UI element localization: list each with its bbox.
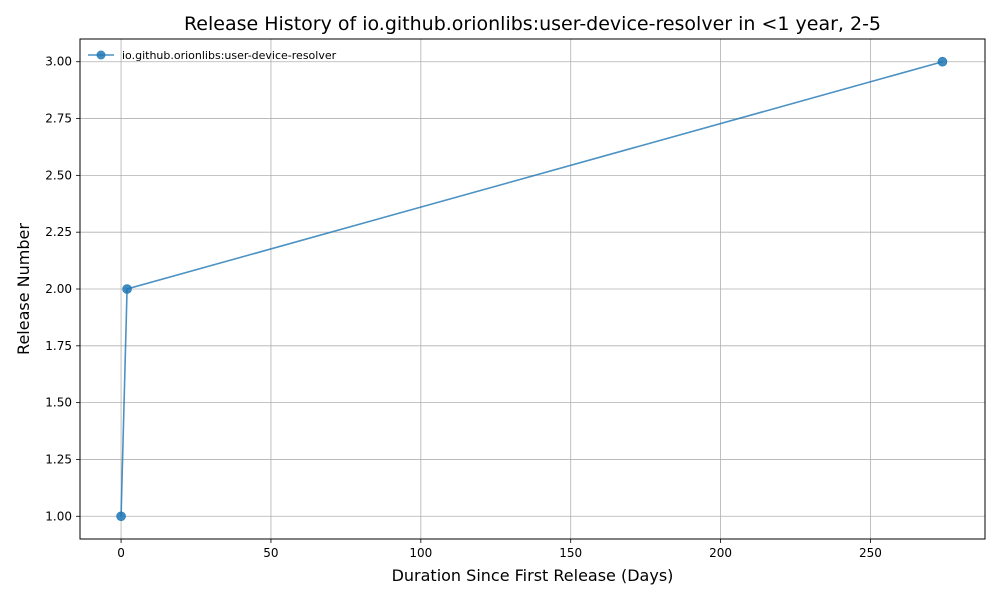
y-tick-label: 1.50	[45, 396, 72, 410]
data-point	[937, 56, 948, 67]
data-point	[116, 511, 126, 522]
x-axis-ticks: 0 50 100 150 200 250	[117, 539, 882, 560]
y-tick-label: 2.50	[45, 168, 72, 182]
chart-title: Release History of io.github.orionlibs:u…	[184, 13, 881, 35]
y-tick-label: 1.00	[45, 509, 72, 523]
y-tick-label: 2.25	[45, 225, 72, 239]
y-tick-label: 3.00	[45, 55, 72, 69]
x-tick-label: 0	[117, 546, 125, 560]
series-layer	[116, 56, 948, 522]
y-axis-label: Release Number	[14, 223, 33, 355]
legend: io.github.orionlibs:user-device-resolver	[88, 49, 337, 62]
y-axis-ticks: 1.00 1.25 1.50 1.75 2.00 2.25 2.50 2.75 3.00	[45, 55, 80, 523]
x-tick-label: 200	[709, 546, 732, 560]
x-tick-label: 50	[263, 546, 278, 560]
y-tick-label: 1.75	[45, 339, 72, 353]
legend-marker-swatch	[96, 50, 106, 60]
data-point	[122, 284, 132, 294]
legend-entry-label: io.github.orionlibs:user-device-resolver	[122, 49, 337, 62]
y-tick-label: 2.00	[45, 282, 72, 296]
y-tick-label: 2.75	[45, 112, 72, 126]
x-tick-label: 150	[559, 546, 582, 560]
y-tick-label: 1.25	[45, 452, 72, 466]
x-tick-label: 100	[409, 546, 432, 560]
x-tick-label: 250	[859, 546, 882, 560]
x-axis-label: Duration Since First Release (Days)	[392, 566, 674, 585]
